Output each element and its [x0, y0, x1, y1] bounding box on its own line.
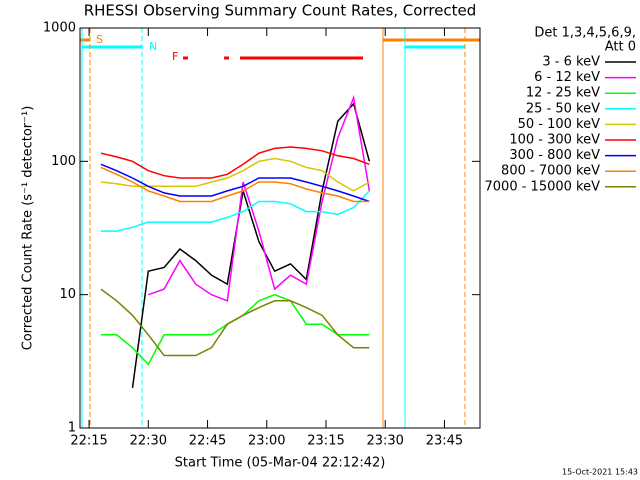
- flags: [80, 38, 480, 60]
- y-tick-label: 1000: [43, 21, 76, 36]
- series-line: [100, 190, 370, 232]
- footer: 15-Oct-2021 15:43: [562, 468, 638, 477]
- chart-title: RHESSI Observing Summary Count Rates, Co…: [84, 2, 477, 20]
- x-tick-label: 23:00: [248, 434, 285, 449]
- x-tick-label: 22:15: [70, 434, 107, 449]
- plot-frame: [79, 27, 481, 429]
- event-lines: [81, 28, 466, 428]
- series-line: [100, 146, 370, 179]
- legend-label: 12 - 25 keV: [526, 86, 600, 101]
- series-line: [100, 288, 370, 357]
- legend-label: 800 - 7000 keV: [501, 164, 600, 179]
- legend-title: Det 1,3,4,5,6,9,: [534, 26, 636, 41]
- x-tick-label: 23:15: [307, 434, 344, 449]
- legend-label: 300 - 800 keV: [509, 148, 600, 163]
- legend-label: 50 - 100 keV: [518, 117, 601, 132]
- series-line: [100, 293, 370, 366]
- series-line: [131, 102, 371, 389]
- legend-title: Att 0: [605, 40, 636, 55]
- x-tick-label: 23:30: [366, 434, 403, 449]
- flag-label: S: [96, 33, 103, 46]
- y-tick-label: 1: [68, 421, 76, 436]
- legend-label: 100 - 300 keV: [509, 133, 600, 148]
- series-line: [100, 157, 370, 192]
- y-tick-label: 100: [51, 154, 76, 169]
- x-axis-label: Start Time (05-Mar-04 22:12:42): [175, 456, 386, 471]
- x-tick-label: 23:45: [426, 434, 463, 449]
- x-tick-label: 22:30: [130, 434, 167, 449]
- x-tick-label: 22:45: [189, 434, 226, 449]
- series-line: [100, 166, 370, 203]
- legend-label: 7000 - 15000 keV: [485, 179, 601, 194]
- legend-label: 3 - 6 keV: [542, 55, 600, 70]
- legend-label: 6 - 12 keV: [534, 70, 600, 85]
- legend-label: 25 - 50 keV: [526, 101, 600, 116]
- series-line: [148, 94, 371, 302]
- flag-label: N: [149, 40, 157, 53]
- series-line: [100, 163, 370, 203]
- y-tick-label: 10: [59, 287, 76, 302]
- y-axis-label: Corrected Count Rate (s⁻¹ detector⁻¹): [21, 106, 36, 351]
- flag-label: F: [172, 50, 178, 63]
